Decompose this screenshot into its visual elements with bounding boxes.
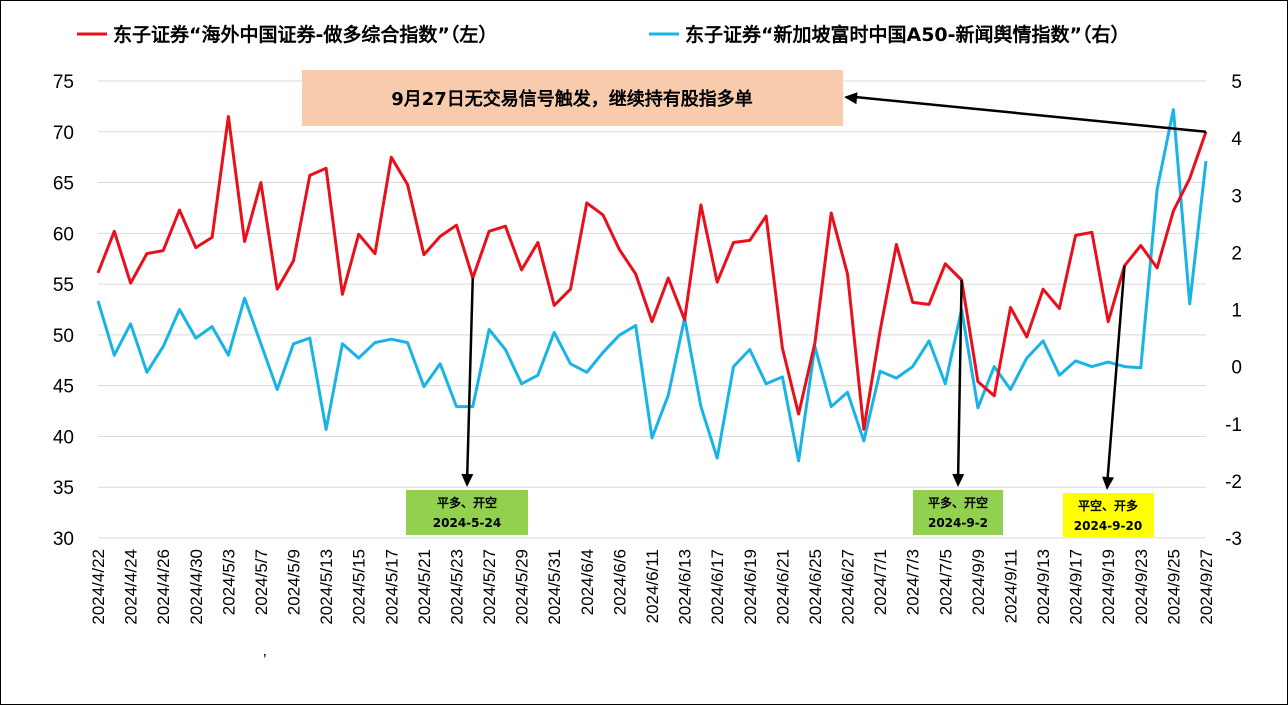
x-tick-label: 2024/9/17 <box>1067 549 1086 625</box>
callout-box <box>302 70 843 126</box>
x-tick-label: 2024/4/26 <box>154 549 173 625</box>
right-tick-label: 5 <box>1231 72 1242 93</box>
x-tick-label: 2024/5/7 <box>252 549 271 615</box>
right-tick-label: -2 <box>1225 472 1242 493</box>
x-tick-label: 2024/9/19 <box>1099 549 1118 625</box>
right-tick-label: 4 <box>1231 129 1242 150</box>
signal-box-3: 平空、开多 2024-9-20 <box>1063 493 1154 537</box>
left-tick-label: 35 <box>53 478 74 499</box>
left-tick-label: 65 <box>53 174 74 195</box>
legend-label-series-1: 东子证券“海外中国证券-做多综合指数”（左） <box>113 23 497 46</box>
arrow-head <box>461 473 474 487</box>
x-tick-label: 2024/6/27 <box>839 549 858 625</box>
signal-arrow-2 <box>956 280 963 484</box>
left-axis-ticks: 30 35 40 45 50 55 60 65 70 75 <box>53 72 74 550</box>
x-tick-label: 2024/5/9 <box>285 549 304 615</box>
left-tick-label: 60 <box>53 224 74 245</box>
right-tick-label: 0 <box>1231 358 1242 379</box>
x-tick-label: 2024/7/1 <box>871 549 890 615</box>
left-tick-label: 50 <box>53 326 74 347</box>
left-tick-label: 55 <box>53 275 74 296</box>
signal-box-1: 平多、开空 2024-5-24 <box>406 490 528 535</box>
signal-box-1-action: 平多、开空 <box>437 495 497 510</box>
left-tick-label: 40 <box>53 427 74 448</box>
x-tick-label: 2024/5/13 <box>317 549 336 625</box>
x-tick-label: 2024/4/22 <box>89 549 108 625</box>
x-tick-label: 2024/5/27 <box>480 549 499 625</box>
right-tick-label: 2 <box>1231 243 1242 264</box>
left-tick-label: 75 <box>53 72 74 93</box>
x-tick-label: 2024/5/29 <box>513 549 532 625</box>
legend-label-series-2: 东子证券“新加坡富时中国A50-新闻舆情指数”（右） <box>685 23 1130 46</box>
left-tick-label: 70 <box>53 123 74 144</box>
signal-box-2: 平多、开空 2024-9-2 <box>913 490 1003 535</box>
x-tick-label: 2024/5/3 <box>219 549 238 615</box>
right-tick-label: -1 <box>1225 415 1242 436</box>
x-tick-label: 2024/5/23 <box>447 549 466 625</box>
x-tick-label: 2024/6/13 <box>676 549 695 625</box>
x-tick-label: 2024/4/30 <box>187 549 206 625</box>
signal-box-3-bg <box>1063 493 1154 537</box>
left-tick-label: 45 <box>53 377 74 398</box>
x-tick-label: 2024/5/31 <box>545 549 564 625</box>
x-tick-label: 2024/9/23 <box>1132 549 1151 625</box>
x-tick-label: 2024/9/13 <box>1034 549 1053 625</box>
right-axis-ticks: -3 -2 -1 0 1 2 3 4 5 <box>1225 72 1242 550</box>
x-tick-label: 2024/6/19 <box>741 549 760 625</box>
x-tick-label: 2024/4/24 <box>122 549 141 625</box>
arrow-head <box>844 92 858 105</box>
x-axis-ticks: 2024/4/22 2024/4/24 2024/4/26 2024/4/30 2024… <box>89 549 1216 625</box>
x-tick-label: 2024/6/17 <box>708 549 727 625</box>
left-tick-label: 30 <box>53 529 74 550</box>
x-tick-label: 2024/9/9 <box>969 549 988 615</box>
signal-box-1-bg <box>406 490 528 535</box>
signal-box-1-date: 2024-5-24 <box>433 516 501 530</box>
x-tick-label: 2024/7/3 <box>904 549 923 615</box>
callout: 9月27日无交易信号触发，继续持有股指多单 <box>302 70 843 126</box>
x-tick-label: 2024/9/25 <box>1164 549 1183 625</box>
x-tick-label: 2024/7/5 <box>936 549 955 615</box>
x-tick-label: 2024/5/15 <box>350 549 369 625</box>
right-tick-label: 3 <box>1231 186 1242 207</box>
right-tick-label: 1 <box>1231 301 1242 322</box>
annotation-arrows <box>461 92 1207 490</box>
signal-box-2-action: 平多、开空 <box>928 495 988 510</box>
callout-arrow <box>854 95 1207 134</box>
series-lines <box>96 108 1208 463</box>
callout-text: 9月27日无交易信号触发，继续持有股指多单 <box>391 88 753 110</box>
x-tick-label: 2024/6/4 <box>578 549 597 615</box>
signal-box-2-date: 2024-9-2 <box>928 516 988 530</box>
signal-box-3-action: 平空、开多 <box>1078 498 1138 513</box>
signal-box-2-bg <box>913 490 1003 535</box>
arrow-head <box>1102 476 1114 490</box>
legend: 东子证券“海外中国证券-做多综合指数”（左） 东子证券“新加坡富时中国A50-新… <box>77 23 1130 46</box>
x-tick-label: 2024/9/11 <box>1001 549 1020 623</box>
x-tick-label: 2024/9/27 <box>1197 549 1216 625</box>
x-tick-label: 2024/5/17 <box>382 549 401 625</box>
right-tick-label: -3 <box>1225 529 1242 550</box>
x-tick-label: 2024/6/25 <box>806 549 825 625</box>
series-line-2 <box>96 108 1208 463</box>
gridlines <box>98 80 1206 539</box>
x-tick-label: 2024/6/6 <box>610 549 629 615</box>
arrow-head <box>952 473 965 487</box>
signal-arrow-3 <box>1105 265 1126 487</box>
x-tick-label: 2024/6/11 <box>643 549 662 623</box>
x-tick-label: 2024/6/21 <box>773 549 792 625</box>
signal-box-3-date: 2024-9-20 <box>1074 519 1142 533</box>
series-line-1 <box>96 115 1208 431</box>
stray-mark: ’ <box>263 652 267 669</box>
signal-arrow-1 <box>465 277 475 484</box>
x-tick-label: 2024/5/21 <box>415 549 434 625</box>
